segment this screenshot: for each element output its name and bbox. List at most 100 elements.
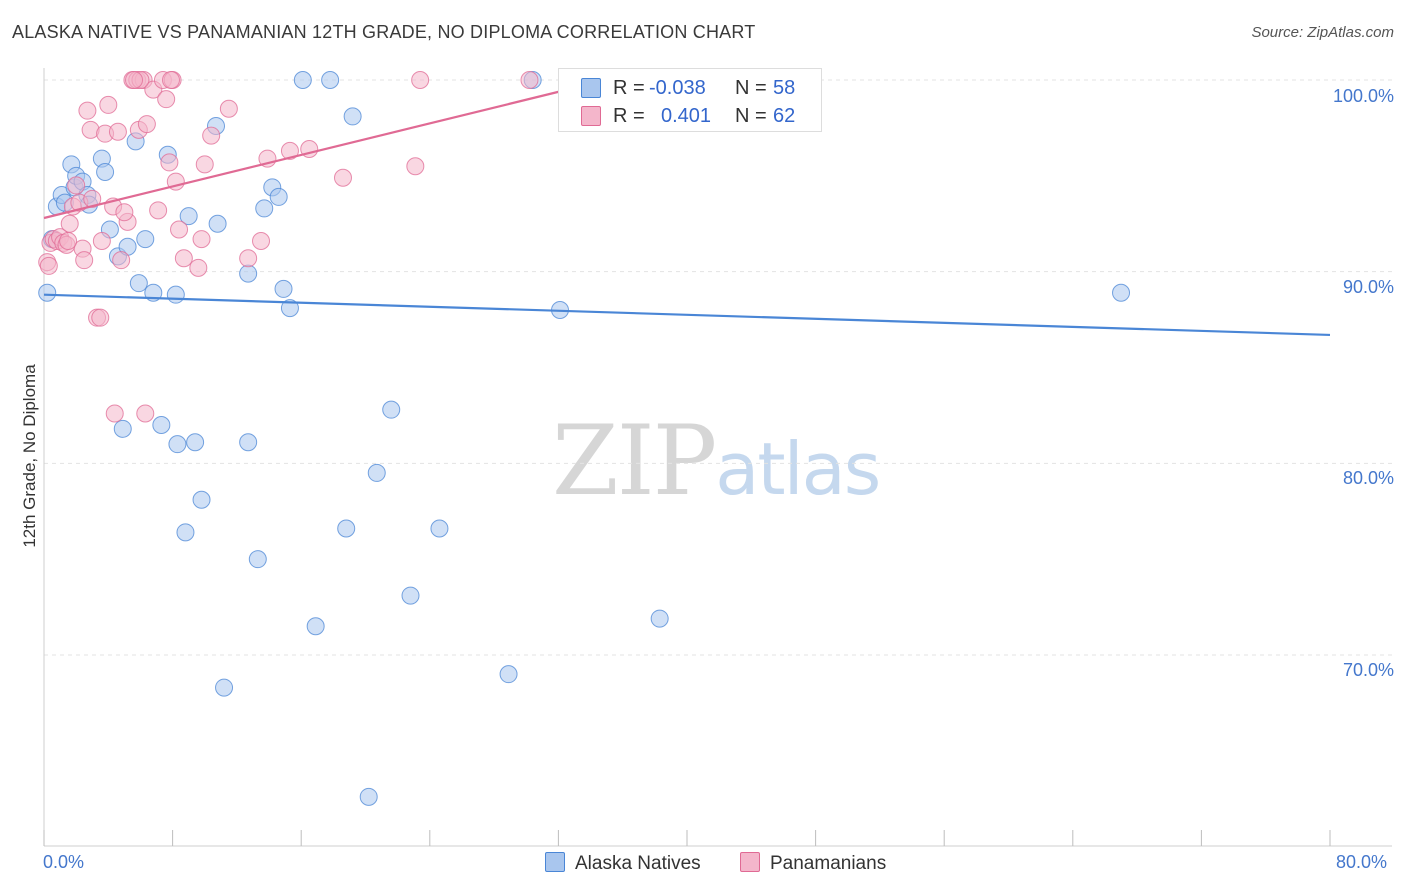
legend-n-value: 62 [773, 105, 796, 127]
alaska-point [401, 586, 420, 605]
panama-point [149, 201, 168, 220]
panama-point [75, 251, 94, 270]
alaska-point [343, 107, 362, 126]
panama-point [67, 176, 86, 195]
alaska-point [650, 609, 669, 628]
panama-point [137, 115, 156, 134]
watermark: ZIPatlas [552, 405, 881, 517]
panama-point [105, 404, 124, 423]
alaska-point [166, 285, 185, 304]
panama-point [99, 95, 118, 114]
alaska-point [321, 71, 340, 89]
panama-point [78, 101, 97, 120]
legend-r-label: R = [613, 105, 645, 127]
panama-point [157, 90, 176, 109]
alaska-point [38, 283, 57, 302]
alaska-point [359, 787, 378, 806]
panama-point [219, 99, 238, 118]
alaska-point [136, 230, 155, 249]
legend-r-value: -0.038 [649, 77, 706, 99]
series-legend-alaska[interactable]: Alaska Natives [545, 852, 701, 875]
legend-n-label: N = [735, 77, 767, 99]
alaska-point [306, 617, 325, 636]
x-tick-label-min: 0.0% [43, 852, 85, 872]
panama-point [136, 404, 155, 423]
alaska-point [113, 419, 132, 438]
panama-point [115, 203, 134, 222]
legend-n-value: 58 [773, 77, 796, 99]
legend-swatch-pink [740, 852, 760, 872]
alaska-point [176, 523, 195, 542]
alaska-point [168, 435, 187, 454]
alaska-point [430, 519, 449, 538]
panama-point [170, 220, 189, 239]
alaska-point [152, 416, 171, 434]
panama-point [59, 232, 78, 250]
alaska-point [215, 678, 234, 697]
panama-point [39, 256, 58, 275]
panama-point [192, 230, 211, 249]
alaska-point [274, 279, 293, 298]
panama-point [202, 126, 221, 145]
y-tick-label-100: 100.0% [1332, 86, 1394, 106]
alaska-trend-line [43, 293, 1331, 337]
legend-r-value: 0.401 [661, 105, 712, 127]
alaska-point [269, 187, 288, 206]
alaska-point [179, 207, 198, 226]
watermark-zip: ZIP [552, 405, 717, 517]
alaska-point [1112, 283, 1131, 302]
panama-point [520, 71, 539, 89]
panama-point [252, 232, 271, 250]
panama-point [161, 71, 180, 89]
panama-point [125, 71, 144, 89]
x-tick-label-max: 80.0% [1336, 852, 1388, 872]
legend-swatch-pink [581, 106, 601, 126]
panama-point [160, 153, 179, 172]
alaska-point [192, 490, 211, 509]
panama-point [60, 214, 79, 233]
series-legend-panama[interactable]: Panamanians [740, 852, 886, 875]
alaska-point [129, 274, 148, 293]
source-label: Source: ZipAtlas.com [1251, 24, 1394, 41]
alaska-point [248, 550, 267, 569]
alaska-point [382, 400, 401, 419]
alaska-point [186, 433, 205, 452]
panama-point [91, 308, 110, 327]
series-legend-label: Panamanians [770, 853, 887, 874]
legend-swatch-blue [545, 852, 565, 872]
panama-point [174, 249, 193, 268]
legend-n-label: N = [735, 105, 767, 127]
panama-trend-line [43, 78, 607, 220]
alaska-point [337, 519, 356, 538]
chart-title: ALASKA NATIVE VS PANAMANIAN 12TH GRADE, … [12, 22, 756, 42]
panama-point [333, 168, 352, 187]
alaska-point [96, 163, 115, 181]
panama-point [406, 157, 425, 176]
series-legend-label: Alaska Natives [575, 853, 701, 874]
panama-point [83, 189, 102, 208]
alaska-point [367, 463, 386, 482]
alaska-point [293, 71, 312, 89]
panama-point [411, 71, 430, 89]
y-tick-label-90: 90.0% [1342, 277, 1394, 297]
legend-r-label: R = [613, 77, 645, 99]
y-tick-label-80: 80.0% [1342, 468, 1394, 488]
panama-point [92, 232, 111, 250]
alaska-point [239, 264, 258, 283]
alaska-point [208, 214, 227, 233]
alaska-point [280, 299, 299, 318]
correlation-legend: R = -0.038 N = 58 R = 0.401 N = 62 [558, 68, 822, 132]
legend-swatch-blue [581, 78, 601, 98]
panama-point [239, 249, 258, 268]
alaska-point [239, 433, 258, 452]
panama-point [108, 122, 127, 141]
panama-point [195, 155, 214, 174]
panama-point [280, 141, 299, 160]
y-tick-label-70: 70.0% [1342, 660, 1394, 680]
panama-point [189, 258, 208, 277]
watermark-atlas: atlas [715, 427, 881, 511]
alaska-point [499, 665, 518, 684]
alaska-point [255, 199, 274, 218]
panama-point [112, 251, 131, 270]
